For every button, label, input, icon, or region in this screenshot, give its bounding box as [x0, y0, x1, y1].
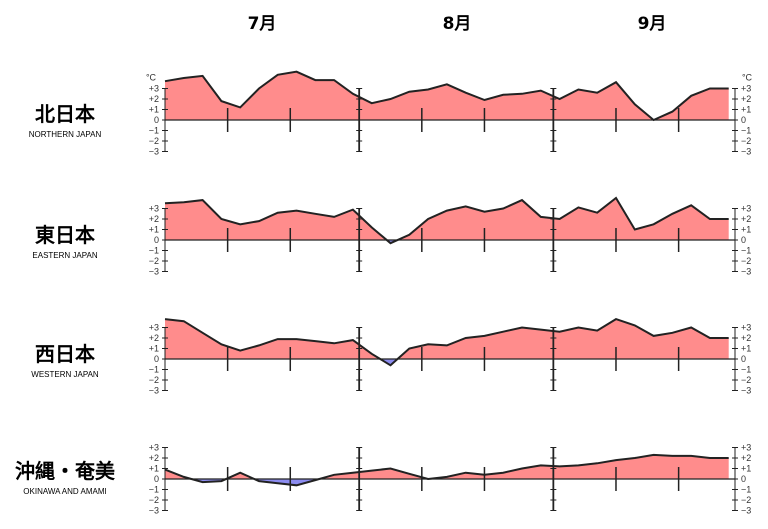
- y-tick-label-left: +1: [149, 225, 159, 235]
- y-tick-label-left: −2: [149, 495, 159, 505]
- y-tick-label-left: −2: [149, 136, 159, 146]
- region-label-jp: 北日本: [35, 102, 95, 126]
- y-tick-label-left: +1: [149, 344, 159, 354]
- region-label-jp: 西日本: [35, 342, 95, 366]
- y-tick-label-left: 0: [154, 115, 159, 125]
- y-tick-label-right: 0: [741, 474, 746, 484]
- y-tick-label-left: +3: [149, 204, 159, 214]
- y-tick-label-right: −1: [741, 126, 751, 136]
- area-negative: [165, 479, 729, 486]
- y-tick-label-right: +3: [741, 84, 751, 94]
- area-positive: [165, 454, 729, 479]
- y-tick-label-left: −2: [149, 256, 159, 266]
- y-tick-label-left: 0: [154, 235, 159, 245]
- y-tick-label-left: +2: [149, 453, 159, 463]
- y-tick-label-right: 0: [741, 354, 746, 364]
- y-tick-label-right: +2: [741, 333, 751, 343]
- y-tick-label-left: −1: [149, 365, 159, 375]
- y-tick-label-left: −3: [149, 386, 159, 396]
- y-tick-label-right: −1: [741, 246, 751, 256]
- y-tick-label-right: +3: [741, 323, 751, 333]
- y-tick-label-right: 0: [741, 115, 746, 125]
- series-line: [164, 70, 729, 122]
- y-tick-label-left: +2: [149, 214, 159, 224]
- area-positive: [165, 198, 729, 240]
- series-line: [164, 453, 729, 487]
- y-tick-label-right: +2: [741, 453, 751, 463]
- y-tick-label-right: +1: [741, 344, 751, 354]
- y-tick-label-left: −2: [149, 375, 159, 385]
- y-tick-label-left: +3: [149, 84, 159, 94]
- region-label-jp: 東日本: [35, 223, 95, 247]
- y-tick-label-right: +2: [741, 214, 751, 224]
- panel-1: +3+2+10−1−2−3+3+2+10−1−2−3°C °C北日本NORTHER…: [29, 70, 753, 157]
- y-tick-label-right: +3: [741, 204, 751, 214]
- y-tick-label-right: +1: [741, 464, 751, 474]
- y-tick-label-left: +2: [149, 333, 159, 343]
- y-tick-label-left: −1: [149, 246, 159, 256]
- y-tick-label-left: +2: [149, 94, 159, 104]
- y-tick-label-right: −3: [741, 267, 751, 277]
- y-tick-label-right: +2: [741, 94, 751, 104]
- month-label-jul: 7月: [248, 14, 277, 34]
- region-label-jp: 沖縄・奄美: [15, 459, 116, 483]
- y-tick-label-left: +1: [149, 464, 159, 474]
- y-tick-label-right: 0: [741, 235, 746, 245]
- y-tick-label-right: −2: [741, 256, 751, 266]
- panels: +3+2+10−1−2−3+3+2+10−1−2−3°C °C北日本NORTHER…: [15, 70, 753, 516]
- y-tick-label-right: −3: [741, 386, 751, 396]
- y-tick-label-left: 0: [154, 354, 159, 364]
- y-tick-label-right: +1: [741, 105, 751, 115]
- y-tick-label-left: +1: [149, 105, 159, 115]
- y-tick-label-right: −2: [741, 375, 751, 385]
- area-positive: [165, 319, 729, 359]
- month-label-aug: 8月: [443, 14, 472, 34]
- unit-label-left: °C: [146, 73, 157, 83]
- y-tick-label-left: −3: [149, 506, 159, 516]
- y-tick-label-left: +3: [149, 443, 159, 453]
- y-tick-label-right: +3: [741, 443, 751, 453]
- series-line: [164, 318, 729, 367]
- region-label-en: EASTERN JAPAN: [32, 251, 97, 260]
- y-tick-label-left: −3: [149, 147, 159, 157]
- region-label-en: OKINAWA AND AMAMI: [23, 487, 106, 496]
- y-tick-label-right: −1: [741, 365, 751, 375]
- unit-label-right: °C: [742, 73, 753, 83]
- month-label-sep: 9月: [638, 14, 667, 34]
- y-tick-label-right: −3: [741, 147, 751, 157]
- y-tick-label-left: −1: [149, 485, 159, 495]
- y-tick-label-right: +1: [741, 225, 751, 235]
- y-tick-label-left: −3: [149, 267, 159, 277]
- y-tick-label-right: −3: [741, 506, 751, 516]
- y-tick-label-left: 0: [154, 474, 159, 484]
- y-tick-label-right: −2: [741, 136, 751, 146]
- y-tick-label-left: −1: [149, 126, 159, 136]
- area-positive: [165, 71, 729, 120]
- region-label-en: NORTHERN JAPAN: [29, 130, 102, 139]
- region-label-en: WESTERN JAPAN: [31, 370, 99, 379]
- series-line: [164, 196, 729, 245]
- y-tick-label-left: +3: [149, 323, 159, 333]
- y-tick-label-right: −1: [741, 485, 751, 495]
- y-tick-label-right: −2: [741, 495, 751, 505]
